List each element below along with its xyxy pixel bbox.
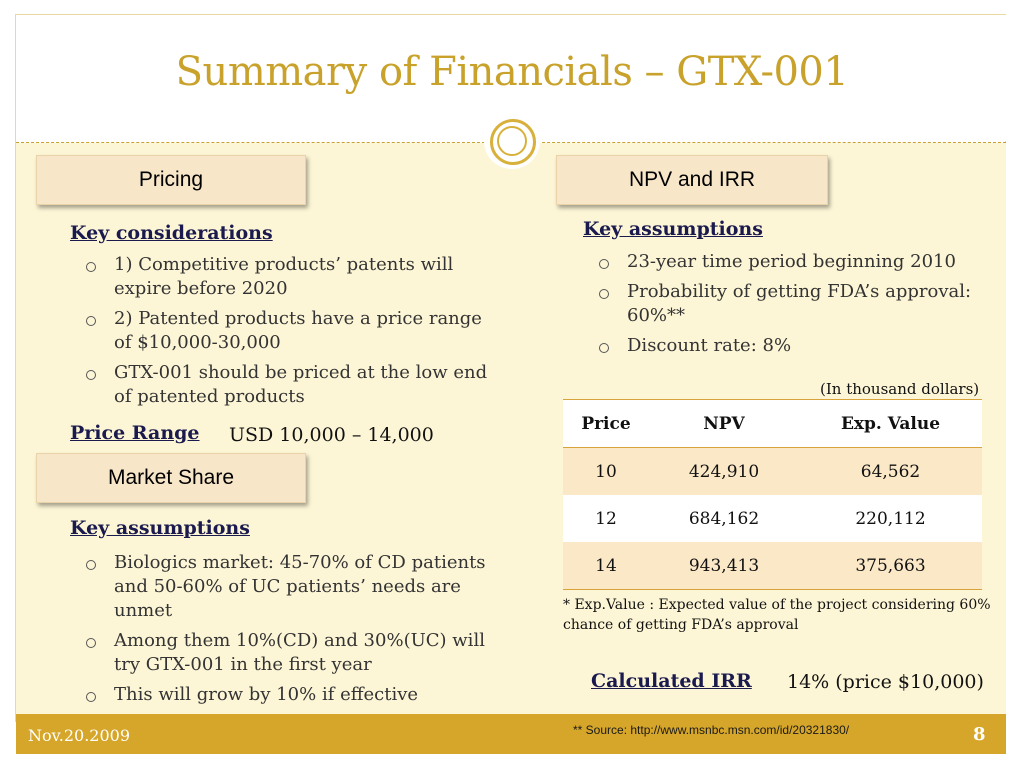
- bullet-circle-icon: [86, 560, 96, 570]
- market-share-key-assumptions-heading: Key assumptions: [70, 517, 250, 539]
- table-cell: 220,112: [799, 495, 982, 542]
- bullet-text: Probability of getting FDA’s approval: 6…: [627, 281, 972, 326]
- table-cell: 375,663: [799, 542, 982, 590]
- table-cell: 14: [563, 542, 649, 590]
- npv-key-assumptions-heading: Key assumptions: [583, 218, 763, 240]
- bullet-circle-icon: [86, 262, 96, 272]
- table-cell: 12: [563, 495, 649, 542]
- list-item: Probability of getting FDA’s approval: 6…: [596, 280, 1014, 328]
- bullet-text: 1) Competitive products’ patents will ex…: [114, 254, 454, 299]
- list-item: Among them 10%(CD) and 30%(UC) will try …: [83, 629, 503, 677]
- bullet-text: Biologics market: 45-70% of CD patients …: [114, 552, 486, 621]
- table-cell: 64,562: [799, 447, 982, 495]
- list-item: Biologics market: 45-70% of CD patients …: [83, 551, 503, 623]
- table-header-row: Price NPV Exp. Value: [563, 399, 982, 448]
- bullet-text: Among them 10%(CD) and 30%(UC) will try …: [114, 630, 485, 675]
- bullet-circle-icon: [599, 343, 609, 353]
- bullet-circle-icon: [86, 316, 96, 326]
- price-range-value: USD 10,000 – 14,000: [229, 424, 434, 446]
- bullet-text: 2) Patented products have a price range …: [114, 308, 482, 353]
- market-share-section-box: Market Share: [36, 453, 306, 503]
- pricing-section-box: Pricing: [36, 155, 306, 205]
- table-row: 12 684,162 220,112: [563, 495, 982, 542]
- table-cell: 10: [563, 447, 649, 495]
- list-item: 23-year time period beginning 2010: [596, 250, 1014, 274]
- npv-table: Price NPV Exp. Value 10 424,910 64,562 1…: [563, 399, 982, 590]
- footer-bar: [16, 714, 1006, 754]
- pricing-section-label: Pricing: [138, 168, 204, 191]
- table-cell: 684,162: [649, 495, 799, 542]
- list-item: This will grow by 10% if effective: [83, 683, 503, 707]
- circle-ornament-inner: [497, 126, 527, 156]
- list-item: 2) Patented products have a price range …: [83, 307, 503, 355]
- price-range-heading: Price Range: [70, 422, 200, 444]
- market-share-bullet-list: Biologics market: 45-70% of CD patients …: [83, 551, 503, 713]
- pricing-bullet-list: 1) Competitive products’ patents will ex…: [83, 253, 503, 415]
- bullet-circle-icon: [599, 289, 609, 299]
- market-share-section-label: Market Share: [107, 466, 235, 489]
- bullet-circle-icon: [86, 370, 96, 380]
- list-item: 1) Competitive products’ patents will ex…: [83, 253, 503, 301]
- table-header-price: Price: [563, 399, 649, 448]
- bullet-circle-icon: [86, 692, 96, 702]
- slide-title: Summary of Financials – GTX-001: [175, 49, 849, 95]
- bullet-circle-icon: [86, 638, 96, 648]
- list-item: Discount rate: 8%: [596, 334, 1014, 358]
- footer-date: Nov.20.2009: [28, 726, 131, 745]
- footer-source-note: ** Source: http://www.msnbc.msn.com/id/2…: [573, 723, 850, 737]
- table-cell: 424,910: [649, 447, 799, 495]
- list-item: GTX-001 should be priced at the low end …: [83, 361, 503, 409]
- bullet-text: GTX-001 should be priced at the low end …: [114, 362, 488, 407]
- table-unit-note: (In thousand dollars): [820, 380, 980, 398]
- calculated-irr-value: 14% (price $10,000): [787, 671, 984, 693]
- page-number: 8: [973, 724, 986, 745]
- table-footnote: * Exp.Value : Expected value of the proj…: [563, 597, 991, 633]
- bullet-circle-icon: [599, 259, 609, 269]
- bullet-text: Discount rate: 8%: [627, 335, 792, 356]
- bullet-text: 23-year time period beginning 2010: [627, 251, 956, 272]
- table-row: 10 424,910 64,562: [563, 447, 982, 495]
- bullet-text: This will grow by 10% if effective: [114, 684, 419, 705]
- table-header-exp-value: Exp. Value: [799, 399, 982, 448]
- table-header-npv: NPV: [649, 399, 799, 448]
- calculated-irr-heading: Calculated IRR: [591, 670, 752, 692]
- npv-irr-section-label: NPV and IRR: [628, 168, 756, 191]
- pricing-key-considerations-heading: Key considerations: [70, 222, 273, 244]
- table-cell: 943,413: [649, 542, 799, 590]
- npv-irr-section-box: NPV and IRR: [556, 155, 828, 205]
- table-row: 14 943,413 375,663: [563, 542, 982, 590]
- npv-bullet-list: 23-year time period beginning 2010 Proba…: [596, 250, 1014, 364]
